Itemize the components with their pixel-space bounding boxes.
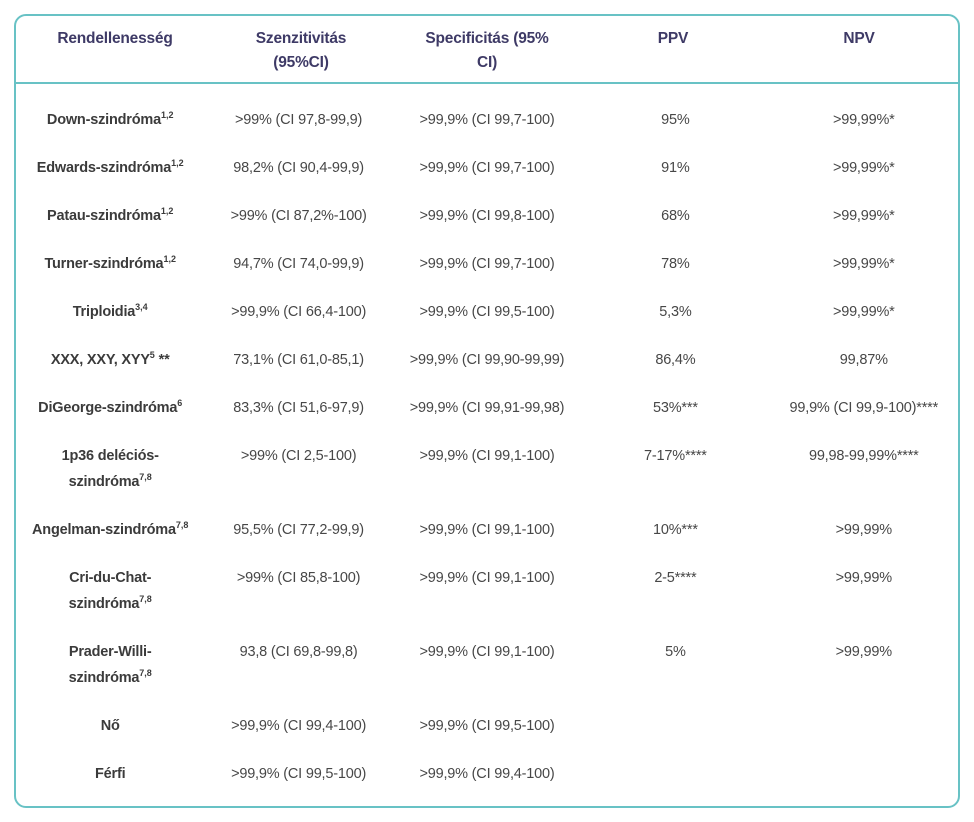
table-row: Prader-Willi- szindróma7,8 93,8 (CI 69,8…	[16, 628, 958, 702]
table-row: Down-szindróma1,2 >99% (CI 97,8-99,9) >9…	[16, 96, 958, 144]
table-row: Angelman-szindróma7,8 95,5% (CI 77,2-99,…	[16, 506, 958, 554]
cell-sensitivity: 93,8 (CI 69,8-99,8)	[239, 644, 358, 660]
cell-specificity: >99,9% (CI 99,1-100)	[419, 448, 555, 464]
table-row: Férfi >99,9% (CI 99,5-100) >99,9% (CI 99…	[16, 750, 958, 798]
cell-ppv	[581, 750, 769, 772]
cell-specificity: >99,9% (CI 99,5-100)	[419, 718, 555, 734]
cell-specificity: >99,9% (CI 99,8-100)	[419, 208, 555, 224]
cell-specificity: >99,9% (CI 99,7-100)	[419, 112, 555, 128]
cell-sensitivity: >99% (CI 87,2%-100)	[230, 208, 367, 224]
cell-npv: >99,99%*	[832, 112, 895, 128]
table-row: Patau-szindróma1,2 >99% (CI 87,2%-100) >…	[16, 192, 958, 240]
cell-specificity: >99,9% (CI 99,1-100)	[419, 570, 555, 586]
table-row: Triploidia3,4 >99,9% (CI 66,4-100) >99,9…	[16, 288, 958, 336]
cell-specificity: >99,9% (CI 99,1-100)	[419, 522, 555, 538]
cell-sensitivity: >99,9% (CI 99,4-100)	[231, 718, 367, 734]
table-row: Nő >99,9% (CI 99,4-100) >99,9% (CI 99,5-…	[16, 702, 958, 750]
cell-sensitivity: 94,7% (CI 74,0-99,9)	[233, 256, 364, 272]
cell-abnormality: Nő	[100, 718, 120, 734]
cell-npv: >99,99%*	[832, 304, 895, 320]
table-header-row: Rendellenesség Szenzitivitás (95%CI) Spe…	[16, 16, 958, 84]
cell-specificity: >99,9% (CI 99,1-100)	[419, 644, 555, 660]
cell-sensitivity: 98,2% (CI 90,4-99,9)	[233, 160, 364, 176]
cell-ppv: 5,3%	[659, 304, 692, 320]
cell-abnormality: Triploidia3,4	[72, 302, 148, 320]
cell-sensitivity: >99% (CI 85,8-100)	[236, 570, 361, 586]
cell-sensitivity: 95,5% (CI 77,2-99,9)	[233, 522, 364, 538]
cell-ppv: 10%***	[653, 522, 698, 538]
cell-specificity: >99,9% (CI 99,91-99,98)	[409, 400, 565, 416]
cell-npv: >99,99%*	[832, 160, 895, 176]
cell-abnormality: Férfi	[94, 766, 126, 782]
cell-sensitivity: 83,3% (CI 51,6-97,9)	[233, 400, 364, 416]
cell-npv: >99,99%	[835, 644, 892, 660]
cell-abnormality: Prader-Willi- szindróma7,8	[68, 644, 152, 686]
column-header-sensitivity: Szenzitivitás (95%CI)	[255, 30, 347, 71]
cell-abnormality: Cri-du-Chat- szindróma7,8	[68, 570, 152, 612]
cell-sensitivity: >99,9% (CI 66,4-100)	[231, 304, 367, 320]
cell-npv: 99,98-99,99%****	[808, 448, 919, 464]
table-row: 1p36 deléciós- szindróma7,8 >99% (CI 2,5…	[16, 432, 958, 506]
cell-ppv: 95%	[661, 112, 690, 128]
cell-abnormality: XXX, XXY, XYY5 **	[50, 350, 170, 368]
cell-sensitivity: >99% (CI 2,5-100)	[240, 448, 357, 464]
cell-npv: >99,99%*	[832, 208, 895, 224]
cell-npv: >99,99%	[835, 570, 892, 586]
cell-sensitivity: >99,9% (CI 99,5-100)	[231, 766, 367, 782]
cell-abnormality: Angelman-szindróma7,8	[32, 520, 189, 538]
cell-npv	[770, 702, 958, 724]
cell-sensitivity: 73,1% (CI 61,0-85,1)	[233, 352, 364, 368]
cell-specificity: >99,9% (CI 99,7-100)	[419, 256, 555, 272]
cell-specificity: >99,9% (CI 99,90-99,99)	[409, 352, 565, 368]
cell-ppv: 53%***	[653, 400, 698, 416]
table-row: DiGeorge-szindróma6 83,3% (CI 51,6-97,9)…	[16, 384, 958, 432]
column-header-specificity: Specificitás (95% CI)	[425, 30, 549, 71]
cell-ppv: 78%	[661, 256, 690, 272]
cell-npv: 99,9% (CI 99,9-100)****	[789, 400, 939, 416]
cell-npv: >99,99%	[835, 522, 892, 538]
cell-abnormality: Turner-szindróma1,2	[44, 254, 176, 272]
table-row: Turner-szindróma1,2 94,7% (CI 74,0-99,9)…	[16, 240, 958, 288]
table-row: Cri-du-Chat- szindróma7,8 >99% (CI 85,8-…	[16, 554, 958, 628]
cell-specificity: >99,9% (CI 99,7-100)	[419, 160, 555, 176]
cell-specificity: >99,9% (CI 99,5-100)	[419, 304, 555, 320]
table-row: XXX, XXY, XYY5 ** 73,1% (CI 61,0-85,1) >…	[16, 336, 958, 384]
cell-abnormality: Edwards-szindróma1,2	[36, 158, 184, 176]
cell-abnormality: Patau-szindróma1,2	[47, 206, 174, 224]
table-body: Down-szindróma1,2 >99% (CI 97,8-99,9) >9…	[16, 84, 958, 806]
cell-ppv: 5%	[665, 644, 686, 660]
cell-abnormality: 1p36 deléciós- szindróma7,8	[61, 448, 159, 490]
cell-specificity: >99,9% (CI 99,4-100)	[419, 766, 555, 782]
cell-npv: 99,87%	[839, 352, 888, 368]
table-row: Edwards-szindróma1,2 98,2% (CI 90,4-99,9…	[16, 144, 958, 192]
cell-npv: >99,99%*	[832, 256, 895, 272]
cell-ppv: 86,4%	[655, 352, 696, 368]
cell-abnormality: Down-szindróma1,2	[46, 110, 174, 128]
column-header-ppv: PPV	[657, 30, 689, 47]
cell-ppv	[581, 702, 769, 724]
cell-abnormality: DiGeorge-szindróma6	[38, 398, 183, 416]
column-header-abnormality: Rendellenesség	[57, 30, 173, 47]
cell-ppv: 2-5****	[654, 570, 697, 586]
cell-ppv: 91%	[661, 160, 690, 176]
cell-npv	[770, 750, 958, 772]
cell-ppv: 68%	[661, 208, 690, 224]
column-header-npv: NPV	[843, 30, 875, 47]
cell-sensitivity: >99% (CI 97,8-99,9)	[235, 112, 363, 128]
results-table: Rendellenesség Szenzitivitás (95%CI) Spe…	[14, 14, 960, 808]
cell-ppv: 7-17%****	[644, 448, 707, 464]
